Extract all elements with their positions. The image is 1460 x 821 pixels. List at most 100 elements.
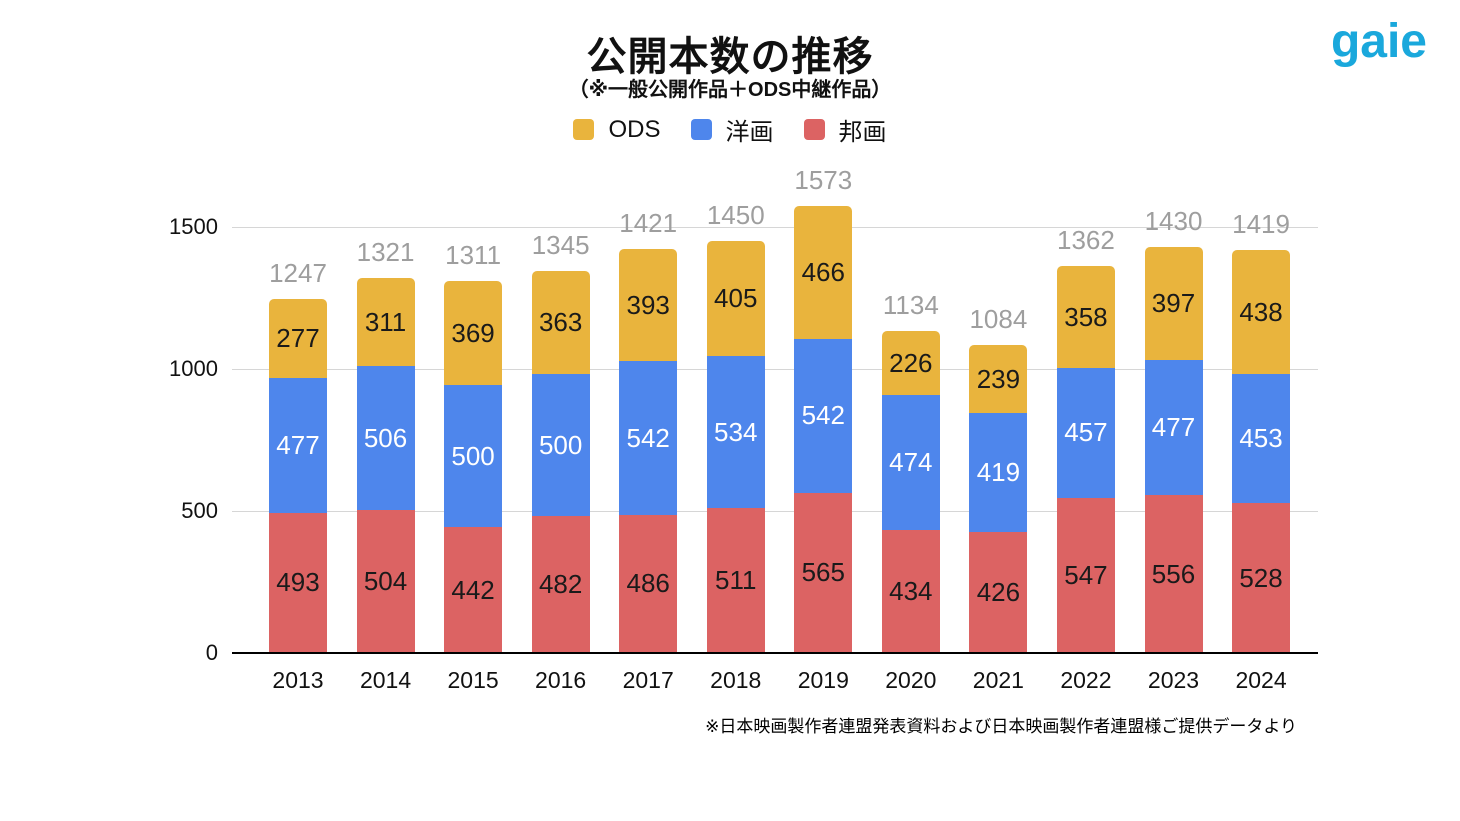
segment-value-label: 438 [1239,296,1283,327]
bar-segment-ods-2021: 239 [969,345,1028,414]
x-axis-label-2017: 2017 [622,667,674,693]
bar-segment-youga-2023: 477 [1144,359,1203,496]
total-label-2023: 1430 [1144,205,1203,236]
bar-segment-youga-2013: 477 [269,377,327,513]
bar-segment-houga-2017: 486 [619,514,678,653]
bar-segment-houga-2013: 493 [269,512,327,653]
total-label-2020: 1134 [882,289,939,320]
segment-value-label: 482 [538,569,583,600]
segment-value-label: 542 [626,422,670,453]
gridline-500 [232,511,1318,512]
bar-segment-houga-2020: 434 [881,529,940,653]
segment-value-label: 419 [976,457,1021,488]
bar-column-2017: 393 542 486 1421 2017 [619,208,678,693]
x-axis-label-2021: 2021 [972,667,1024,693]
x-axis-baseline [232,652,1318,654]
bar-segment-youga-2017: 542 [619,361,678,515]
x-axis-label-2014: 2014 [359,667,412,693]
bar-column-2013: 277 477 493 1247 2013 [269,227,327,693]
segment-value-label: 486 [626,568,670,599]
bar-segment-youga-2014: 506 [356,366,415,510]
bar-segment-houga-2022: 547 [1056,497,1115,653]
total-label-2021: 1084 [969,304,1028,335]
segment-value-label: 565 [801,557,845,588]
bar-segment-youga-2021: 419 [969,413,1028,533]
bar-segment-ods-2019: 466 [794,206,853,339]
segment-value-label: 528 [1239,562,1283,593]
bar-segment-ods-2013: 277 [269,298,327,378]
segment-value-label: 466 [801,256,845,287]
segment-value-label: 442 [451,574,495,605]
segment-value-label: 311 [364,306,407,337]
segment-value-label: 239 [976,363,1021,394]
bar-segment-youga-2016: 500 [531,374,590,517]
bar-segment-youga-2015: 500 [444,385,503,528]
bar-segment-ods-2022: 358 [1056,266,1115,368]
bar-column-2020: 226 474 434 1134 2020 [881,227,940,693]
total-label-2015: 1311 [445,239,502,270]
total-label-2022: 1362 [1057,225,1115,256]
legend-item-houga: 邦画 [803,112,887,147]
segment-value-label: 358 [1064,301,1108,332]
y-axis-label-0: 0 [205,640,218,665]
bar-segment-ods-2018: 405 [706,241,765,357]
bar-segment-houga-2021: 426 [969,532,1028,653]
bar-2017: 393 542 486 [619,249,678,653]
legend-swatch-ods [573,119,595,140]
y-axis-label-1500: 1500 [169,214,218,239]
total-label-2019: 1573 [794,165,853,196]
total-label-2014: 1321 [356,236,415,267]
bar-segment-ods-2016: 363 [531,271,590,375]
bar-2013: 277 477 493 [269,298,327,653]
bar-2022: 358 457 547 [1056,266,1115,653]
chart-legend: ODS 洋画 邦画 [0,112,1460,147]
bar-segment-ods-2015: 369 [444,280,503,386]
segment-value-label: 504 [363,565,408,596]
y-axis-label-1000: 1000 [169,356,218,381]
segment-value-label: 547 [1064,559,1108,590]
legend-label-houga: 邦画 [838,119,887,146]
bar-2021: 239 419 426 [969,345,1028,653]
segment-value-label: 226 [889,347,933,378]
total-label-2013: 1247 [269,257,327,288]
bar-column-2021: 239 419 426 1084 2021 [969,227,1028,693]
bar-segment-houga-2018: 511 [706,507,765,653]
segment-value-label: 506 [363,422,408,453]
x-axis-label-2013: 2013 [272,667,324,693]
bar-2015: 369 500 442 [444,280,503,653]
x-axis-label-2024: 2024 [1235,667,1287,693]
bar-2020: 226 474 434 [881,330,940,653]
bar-segment-ods-2023: 397 [1144,246,1203,360]
x-axis-label-2022: 2022 [1060,667,1112,693]
bar-2024: 438 453 528 [1232,250,1291,653]
bar-column-2023: 397 477 556 1430 2023 [1144,206,1203,693]
segment-value-label: 393 [626,289,670,320]
bar-column-2018: 405 534 511 1450 2018 [706,200,765,693]
total-label-2016: 1345 [531,230,590,261]
segment-value-label: 493 [276,567,320,598]
bar-2016: 363 500 482 [531,271,590,653]
bar-2019: 466 542 565 [794,206,853,653]
legend-item-youga: 洋画 [690,112,774,147]
bar-segment-youga-2018: 534 [706,356,765,508]
x-axis-label-2020: 2020 [885,667,937,693]
legend-label-youga: 洋画 [725,119,774,146]
segment-value-label: 457 [1064,417,1108,448]
segment-value-label: 534 [714,416,758,447]
gridline-1000 [232,369,1318,370]
segment-value-label: 500 [538,429,583,460]
bar-column-2014: 311 506 504 1321 2014 [356,227,415,693]
bar-segment-houga-2024: 528 [1232,503,1291,653]
bar-segment-houga-2019: 565 [794,492,853,653]
segment-value-label: 397 [1151,287,1196,318]
segment-value-label: 434 [889,575,933,606]
total-label-2024: 1419 [1232,209,1290,240]
chart-subtitle: （※一般公開作品＋ODS中継作品） [568,79,892,101]
legend-item-ods: ODS [573,116,661,144]
bar-segment-ods-2017: 393 [619,249,678,362]
source-note: ※日本映画製作者連盟発表資料および日本映画製作者連盟様ご提供データより [705,717,1297,736]
bar-column-2016: 363 500 482 1345 2016 [531,227,590,693]
bar-column-2019: 466 542 565 1573 2019 [794,165,853,693]
bar-segment-houga-2014: 504 [356,509,415,653]
segment-value-label: 369 [451,317,495,348]
